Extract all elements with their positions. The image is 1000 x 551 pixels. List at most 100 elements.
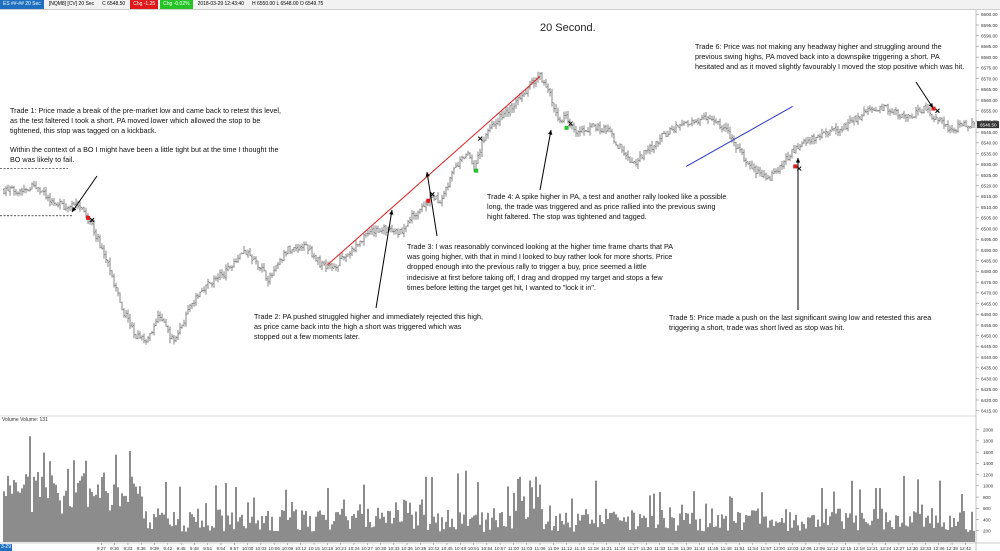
volume-bar [575, 525, 577, 542]
volume-bar [737, 511, 739, 542]
trade1-text: Trade 1: Price made a break of the pre-m… [10, 106, 281, 136]
price-tick-label: 6470.00 [981, 291, 998, 296]
volume-bar [743, 522, 745, 542]
volume-bar [299, 529, 301, 542]
annotation-arrow [71, 175, 98, 213]
volume-bar [955, 525, 957, 542]
volume-bar [501, 512, 503, 542]
volume-bar [939, 480, 941, 542]
volume-bar [587, 514, 589, 542]
volume-bar [761, 492, 763, 542]
price-tick-label: 6540.00 [981, 141, 998, 146]
volume-bar [775, 521, 777, 542]
volume-bar [503, 526, 505, 542]
volume-bar [839, 508, 841, 542]
volume-bar [941, 526, 943, 542]
volume-bar [125, 495, 127, 542]
volume-bar [169, 524, 171, 542]
volume-bar [383, 516, 385, 542]
volume-bar [459, 512, 461, 542]
volume-bar [801, 521, 803, 542]
annotation-arrowhead [389, 210, 394, 215]
volume-bar [625, 521, 627, 542]
volume-bar [873, 509, 875, 542]
volume-bar [769, 520, 771, 542]
volume-bar [835, 513, 837, 542]
volume-bar [627, 516, 629, 542]
volume-bar [435, 522, 437, 542]
instrument-label[interactable]: ES ##-## 20 Sec [0, 0, 44, 9]
volume-bar [773, 525, 775, 542]
time-tick-label: 11:36 [667, 546, 679, 551]
time-tick-label: 10:06 [268, 546, 280, 551]
volume-bar [529, 480, 531, 542]
volume-bar [691, 512, 693, 542]
time-tick-label: 11:51 [734, 546, 746, 551]
volume-bar [263, 523, 265, 542]
volume-bar [267, 510, 269, 542]
volume-bar [411, 514, 413, 542]
time-tick-label: 10:45 [441, 546, 453, 551]
volume-bar [53, 483, 55, 542]
volume-bar [101, 477, 103, 542]
volume-bar [115, 454, 117, 542]
volume-bar [471, 517, 473, 542]
volume-bar [445, 521, 447, 542]
volume-bar [139, 486, 141, 542]
bar-type-label[interactable]: [NQM8] [CV] 20 Sec [48, 1, 95, 7]
volume-bar [541, 509, 543, 542]
time-tick-label: 9:45 [177, 546, 186, 551]
volume-bar [219, 509, 221, 542]
volume-bar [45, 487, 47, 542]
volume-bar [815, 527, 817, 542]
volume-bar [705, 503, 707, 542]
volume-bar [701, 530, 703, 542]
volume-tick-label: 400 [983, 517, 991, 522]
volume-bar [571, 498, 573, 542]
volume-tick-label: 200 [983, 529, 991, 534]
volume-tick-label: 1800 [983, 439, 994, 444]
volume-bar [929, 523, 931, 542]
volume-bar [375, 516, 377, 542]
trade5-note: Trade 5: Price made a push on the last s… [669, 313, 932, 333]
time-tick-label: 12:03 [787, 546, 799, 551]
volume-bar [605, 508, 607, 542]
volume-bar [305, 511, 307, 542]
volume-bar [735, 522, 737, 542]
volume-bar [523, 496, 525, 542]
volume-bar [531, 487, 533, 542]
volume-bar [585, 509, 587, 542]
time-tick-label: 11:54 [747, 546, 759, 551]
volume-bar [513, 492, 515, 542]
volume-bar [271, 516, 273, 542]
volume-bar [971, 511, 973, 542]
volume-bar [485, 519, 487, 542]
annotation-arrowhead [72, 207, 77, 212]
volume-bar [611, 512, 613, 542]
volume-bar [369, 521, 371, 542]
volume-bar [913, 511, 915, 542]
volume-bar [177, 519, 179, 542]
volume-bar [255, 523, 257, 542]
price-tick-label: 6450.00 [981, 334, 998, 339]
volume-bar [741, 529, 743, 542]
volume-bar [137, 493, 139, 542]
volume-bar [621, 520, 623, 542]
time-tick-label: 12:30 [906, 546, 918, 551]
volume-bar [71, 507, 73, 542]
volume-bar [467, 525, 469, 542]
volume-bar [879, 488, 881, 542]
volume-bar [23, 484, 25, 542]
volume-bar [911, 522, 913, 542]
price-tick-label: 6430.00 [981, 376, 998, 381]
volume-bar [717, 515, 719, 542]
volume-bar [533, 508, 535, 542]
time-tick-label: 10:00 [242, 546, 254, 551]
volume-bar [841, 521, 843, 542]
volume-bar [57, 492, 59, 542]
volume-bar [75, 492, 77, 542]
volume-bar [89, 488, 91, 542]
volume-bar [151, 529, 153, 542]
date-badge: 3-29 [0, 544, 12, 551]
